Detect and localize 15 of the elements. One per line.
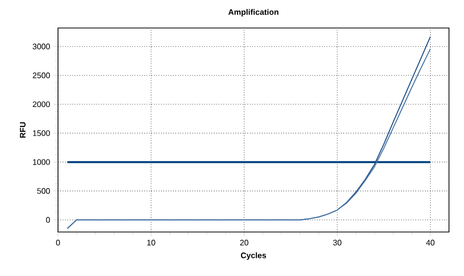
x-tick-label: 0 <box>56 240 60 246</box>
x-axis-title: Cycles <box>240 252 266 260</box>
y-tick-label: 2000 <box>32 101 50 108</box>
x-tick-label: 30 <box>333 240 342 246</box>
x-tick-label: 10 <box>147 240 156 246</box>
y-tick-label: 0 <box>46 217 50 223</box>
y-tick-label: 1500 <box>33 130 50 136</box>
x-tick-label: 20 <box>240 240 248 246</box>
y-tick-label: 3000 <box>32 44 50 50</box>
y-tick-label: 500 <box>37 188 50 194</box>
y-axis-title: RFU <box>20 122 26 138</box>
y-tick-label: 2500 <box>32 72 50 78</box>
y-tick-label: 1000 <box>33 159 50 165</box>
x-tick-label: 40 <box>426 240 435 246</box>
chart-title: Amplification <box>228 9 278 16</box>
